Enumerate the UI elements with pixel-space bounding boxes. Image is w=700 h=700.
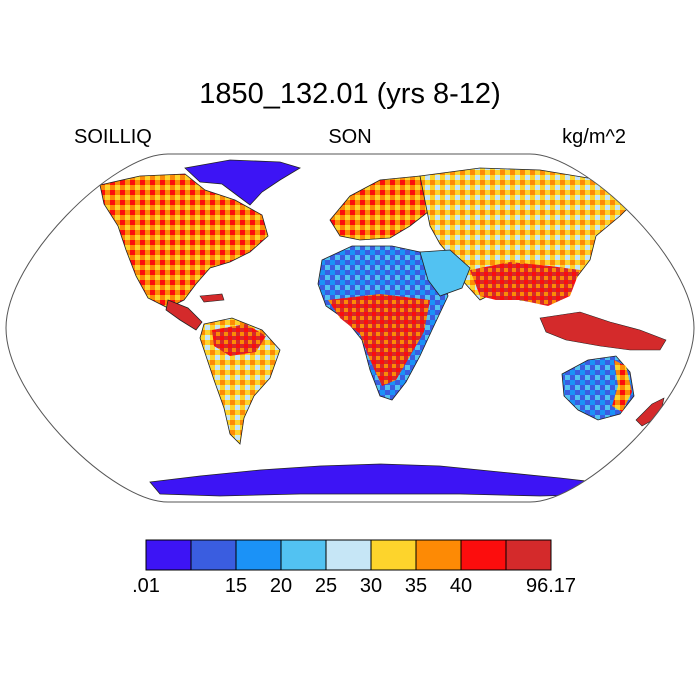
southeast-asia-islands xyxy=(539,311,667,351)
colorbar-tick-label: 25 xyxy=(314,575,338,597)
colorbar-tick-label: .01 xyxy=(132,575,160,597)
caribbean-islands xyxy=(199,293,225,303)
colorbar-box xyxy=(415,539,462,571)
variable-label: SOILLIQ xyxy=(74,126,152,148)
colorbar-box xyxy=(460,539,507,571)
colorbar-box xyxy=(325,539,372,571)
land-fields xyxy=(99,159,667,497)
colorbar-box xyxy=(505,539,552,571)
colorbar-box xyxy=(190,539,237,571)
colorbar-box xyxy=(280,539,327,571)
central-america-region xyxy=(165,299,203,331)
colorbar-box xyxy=(370,539,417,571)
arabia-region xyxy=(419,249,471,297)
colorbar-tick-label: 30 xyxy=(359,575,383,597)
greenland-region xyxy=(184,159,301,206)
colorbar-tick-label: 15 xyxy=(224,575,248,597)
south-asia-wet-region xyxy=(470,262,580,306)
colorbar-tick-label: 20 xyxy=(269,575,293,597)
season-label: SON xyxy=(328,126,372,148)
north-america-region xyxy=(99,173,269,309)
colorbar-box xyxy=(235,539,282,571)
colorbar-tick-label: 40 xyxy=(449,575,473,597)
map-outline xyxy=(5,153,695,503)
colorbar-box xyxy=(145,539,192,571)
amazon-wet-region xyxy=(212,324,266,356)
units-label: kg/m^2 xyxy=(562,126,626,148)
colorbar-tick-label: 35 xyxy=(404,575,428,597)
australia-east-coast xyxy=(612,360,632,412)
colorbar-tick-label: 96.17 xyxy=(525,575,577,597)
central-africa-wet-region xyxy=(328,294,430,386)
map-title: 1850_132.01 (yrs 8-12) xyxy=(199,78,501,110)
colorbar-boxes xyxy=(145,539,552,571)
